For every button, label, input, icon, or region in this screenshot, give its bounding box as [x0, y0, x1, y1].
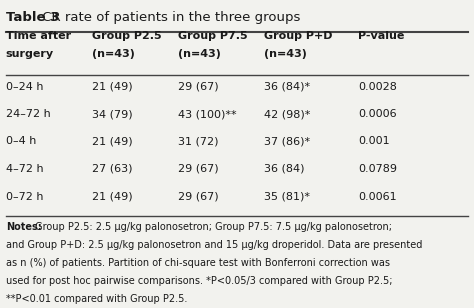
Text: 0.0006: 0.0006 — [358, 109, 396, 119]
Text: P-value: P-value — [358, 31, 404, 41]
Text: 0–24 h: 0–24 h — [6, 82, 43, 91]
Text: 29 (67): 29 (67) — [178, 164, 219, 174]
Text: 24–72 h: 24–72 h — [6, 109, 50, 119]
Text: Time after: Time after — [6, 31, 71, 41]
Text: (n=43): (n=43) — [264, 49, 307, 59]
Text: (n=43): (n=43) — [178, 49, 220, 59]
Text: Group P7.5: Group P7.5 — [178, 31, 247, 41]
Text: 37 (86)*: 37 (86)* — [264, 136, 310, 146]
Text: (n=43): (n=43) — [92, 49, 135, 59]
Text: 21 (49): 21 (49) — [92, 192, 133, 201]
Text: surgery: surgery — [6, 49, 54, 59]
Text: 21 (49): 21 (49) — [92, 136, 133, 146]
Text: 29 (67): 29 (67) — [178, 82, 219, 91]
Text: Group P+D: Group P+D — [264, 31, 333, 41]
Text: 0–4 h: 0–4 h — [6, 136, 36, 146]
Text: Group P2.5: 2.5 μg/kg palonosetron; Group P7.5: 7.5 μg/kg palonosetron;: Group P2.5: 2.5 μg/kg palonosetron; Grou… — [32, 222, 392, 232]
Text: 36 (84): 36 (84) — [264, 164, 305, 174]
Text: 29 (67): 29 (67) — [178, 192, 219, 201]
Text: Notes:: Notes: — [6, 222, 41, 232]
Text: 0.0028: 0.0028 — [358, 82, 397, 91]
Text: 4–72 h: 4–72 h — [6, 164, 43, 174]
Text: 0.001: 0.001 — [358, 136, 390, 146]
Text: 0.0789: 0.0789 — [358, 164, 397, 174]
Text: 0.0061: 0.0061 — [358, 192, 396, 201]
Text: 27 (63): 27 (63) — [92, 164, 133, 174]
Text: 34 (79): 34 (79) — [92, 109, 133, 119]
Text: and Group P+D: 2.5 μg/kg palonosetron and 15 μg/kg droperidol. Data are presente: and Group P+D: 2.5 μg/kg palonosetron an… — [6, 240, 422, 250]
Text: 42 (98)*: 42 (98)* — [264, 109, 311, 119]
Text: Table 3: Table 3 — [6, 11, 59, 24]
Text: 36 (84)*: 36 (84)* — [264, 82, 310, 91]
Text: 21 (49): 21 (49) — [92, 82, 133, 91]
Text: 35 (81)*: 35 (81)* — [264, 192, 310, 201]
Text: CR rate of patients in the three groups: CR rate of patients in the three groups — [38, 11, 301, 24]
Text: 31 (72): 31 (72) — [178, 136, 218, 146]
Text: **P<0.01 compared with Group P2.5.: **P<0.01 compared with Group P2.5. — [6, 294, 187, 304]
Text: 43 (100)**: 43 (100)** — [178, 109, 237, 119]
Text: Group P2.5: Group P2.5 — [92, 31, 162, 41]
Text: used for post hoc pairwise comparisons. *P<0.05/3 compared with Group P2.5;: used for post hoc pairwise comparisons. … — [6, 276, 392, 286]
Text: as n (%) of patients. Partition of chi-square test with Bonferroni correction wa: as n (%) of patients. Partition of chi-s… — [6, 258, 390, 268]
Text: 0–72 h: 0–72 h — [6, 192, 43, 201]
